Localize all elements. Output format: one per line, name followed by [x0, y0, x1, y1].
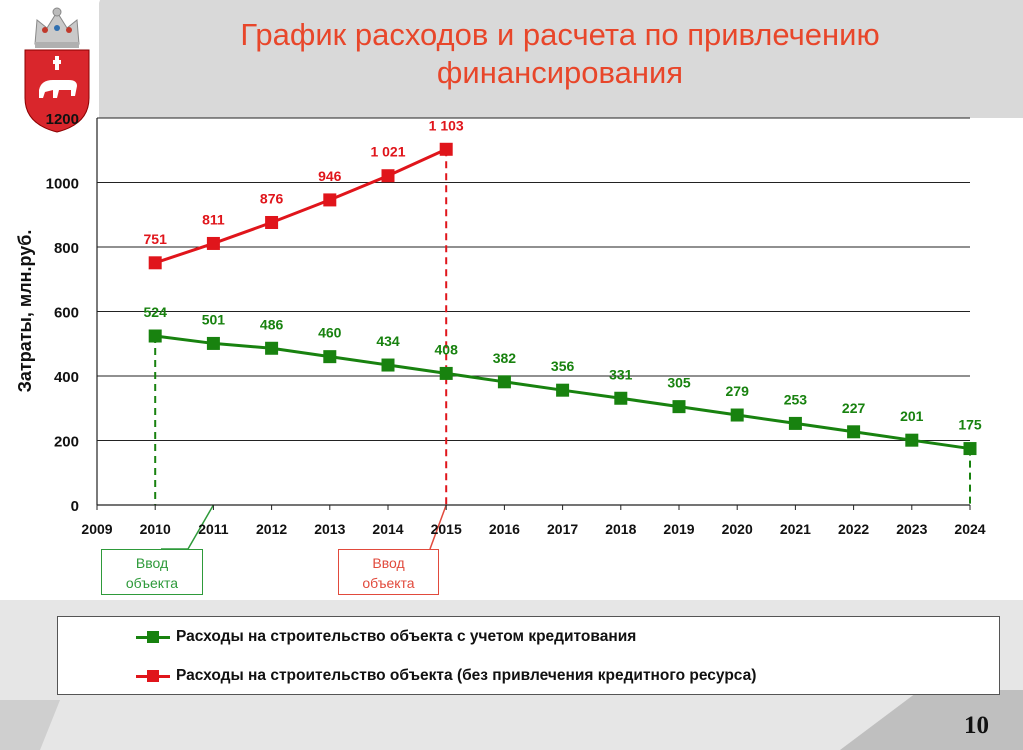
- x-tick-label: 2009: [81, 521, 112, 537]
- slide-title: График расходов и расчета по привлечению…: [240, 17, 880, 90]
- crown-icon: [34, 7, 80, 48]
- data-point: [439, 142, 453, 156]
- data-label: 201: [900, 408, 924, 424]
- x-tick-label: 2020: [722, 521, 753, 537]
- x-tick-label: 2018: [605, 521, 636, 537]
- callout-commissioning-2010: Ввод объекта: [101, 549, 203, 595]
- data-point: [381, 358, 395, 372]
- data-point: [905, 433, 919, 447]
- data-point: [788, 416, 802, 430]
- background-corner-shape-left: [0, 700, 60, 750]
- x-tick-label: 2024: [954, 521, 985, 537]
- data-point: [439, 366, 453, 380]
- x-tick-label: 2011: [198, 521, 229, 537]
- data-label: 305: [667, 375, 691, 391]
- x-tick-labels: 2009 2010 2011 2012 2013 2014 2015 2016 2017 2018…: [81, 521, 985, 537]
- callout-text-line2: объекта: [362, 575, 415, 591]
- data-point: [963, 442, 977, 456]
- x-tick-label: 2021: [780, 521, 811, 537]
- y-tick-label: 200: [54, 434, 79, 451]
- legend-label-green: Расходы на строительство объекта с учето…: [176, 628, 637, 645]
- x-tick-label: 2010: [140, 521, 171, 537]
- data-label: 227: [842, 400, 866, 416]
- data-point: [497, 375, 511, 389]
- background-band-top: [60, 0, 1023, 118]
- data-point: [148, 256, 162, 270]
- y-tick-label: 400: [54, 369, 79, 386]
- data-label: 460: [318, 325, 342, 341]
- y-tick-labels: 0 200 400 600 800 1000 1200: [46, 111, 79, 515]
- x-tick-label: 2022: [838, 521, 869, 537]
- data-label: 946: [318, 168, 342, 184]
- data-label: 1 021: [370, 144, 405, 160]
- data-label: 501: [202, 311, 226, 327]
- callout-pointer-red: [429, 504, 447, 550]
- data-point: [265, 215, 279, 229]
- y-tick-label: 0: [71, 498, 79, 515]
- data-label: 408: [435, 341, 459, 357]
- data-point: [556, 383, 570, 397]
- data-labels: 524 501 486 460 434 408 382 356 331 305 279 253 227 2…: [144, 117, 982, 432]
- data-point: [847, 425, 861, 439]
- y-tick-label: 800: [54, 240, 79, 257]
- callout-text-line1: Ввод: [372, 555, 405, 571]
- data-label: 382: [493, 350, 517, 366]
- data-point: [323, 350, 337, 364]
- callout-text-line1: Ввод: [135, 555, 169, 571]
- series-line-1: [154, 147, 447, 265]
- legend-item-green: Расходы на строительство объекта с учето…: [136, 625, 636, 649]
- gridlines: [97, 117, 970, 505]
- data-point: [614, 391, 628, 405]
- data-label: 811: [202, 211, 225, 227]
- x-tick-label: 2023: [896, 521, 927, 537]
- data-point: [265, 341, 279, 355]
- chart-legend: Расходы на строительство объекта с учето…: [57, 616, 1000, 695]
- series-layer: [148, 142, 977, 456]
- data-label: 434: [376, 333, 400, 349]
- bear-icon: [39, 80, 77, 98]
- x-tick-label: 2015: [431, 521, 462, 537]
- perm-krai-coat-of-arms-icon: [15, 0, 99, 134]
- y-tick-label: 1200: [46, 111, 79, 128]
- callout-text-line2: объекта: [125, 575, 179, 591]
- data-label: 486: [260, 316, 284, 332]
- data-point: [730, 408, 744, 422]
- x-tick-label: 2013: [314, 521, 345, 537]
- x-tick-label: 2019: [663, 521, 694, 537]
- legend-label-red: Расходы на строительство объекта (без пр…: [176, 667, 757, 684]
- callout-commissioning-2015: Ввод объекта: [338, 549, 439, 595]
- page-number: 10: [964, 712, 989, 739]
- data-point: [672, 400, 686, 414]
- data-label: 331: [609, 366, 633, 382]
- legend-swatch-green: [136, 631, 170, 643]
- data-point: [148, 329, 162, 343]
- y-axis-label: Затраты, млн.руб.: [15, 230, 35, 393]
- data-point: [381, 169, 395, 183]
- x-tick-label: 2012: [256, 521, 287, 537]
- data-label: 356: [551, 358, 575, 374]
- x-tick-label: 2014: [372, 521, 403, 537]
- x-tick-label: 2016: [489, 521, 520, 537]
- axes: [96, 118, 971, 510]
- data-label: 279: [726, 383, 750, 399]
- data-point: [206, 236, 220, 250]
- y-tick-label: 600: [54, 305, 79, 322]
- data-label: 253: [784, 391, 808, 407]
- legend-swatch-red: [136, 670, 170, 682]
- data-point: [323, 193, 337, 207]
- data-label: 1 103: [429, 117, 464, 133]
- shield-icon: [24, 49, 90, 133]
- x-tick-label: 2017: [547, 521, 578, 537]
- data-point: [206, 336, 220, 350]
- legend-item-red: Расходы на строительство объекта (без пр…: [136, 664, 756, 688]
- y-tick-label: 1000: [46, 176, 79, 193]
- background-corner-shape: [840, 690, 1023, 750]
- data-label: 751: [144, 231, 168, 247]
- data-label: 175: [958, 417, 982, 433]
- data-label: 876: [260, 190, 284, 206]
- data-label: 524: [144, 304, 168, 320]
